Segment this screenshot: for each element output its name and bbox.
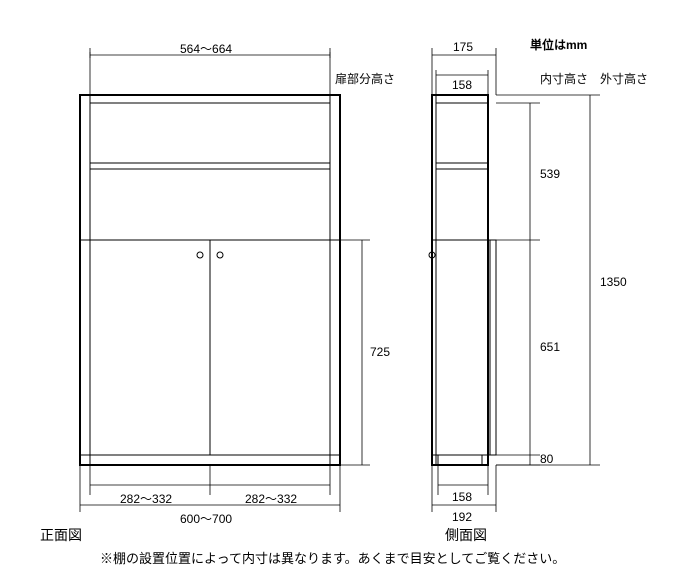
lower-inner-height: 651 xyxy=(540,340,560,354)
base-height: 80 xyxy=(540,452,553,466)
door-height-value: 725 xyxy=(370,345,390,359)
right-door-width: 282～332 xyxy=(245,490,297,507)
outer-height-value: 1350 xyxy=(600,275,627,289)
upper-inner-height: 539 xyxy=(540,167,560,181)
side-bottom-inner: 158 xyxy=(452,490,472,504)
front-view-label: 正面図 xyxy=(40,525,82,545)
footnote: ※棚の設置位置によって内寸は異なります。あくまで目安としてご覧ください。 xyxy=(100,548,565,567)
side-bottom-depth: 192 xyxy=(452,510,472,524)
outer-height-label: 外寸高さ xyxy=(600,70,648,87)
side-top-depth: 175 xyxy=(453,40,473,54)
front-top-width: 564～664 xyxy=(180,40,232,57)
inner-height-label: 内寸高さ xyxy=(540,70,588,87)
overall-width: 600～700 xyxy=(180,510,232,527)
units-label: 単位はmm xyxy=(530,36,587,53)
side-top-inner: 158 xyxy=(452,78,472,92)
left-door-width: 282～332 xyxy=(120,490,172,507)
door-height-label: 扉部分高さ xyxy=(335,70,395,87)
side-view-label: 側面図 xyxy=(445,525,487,545)
